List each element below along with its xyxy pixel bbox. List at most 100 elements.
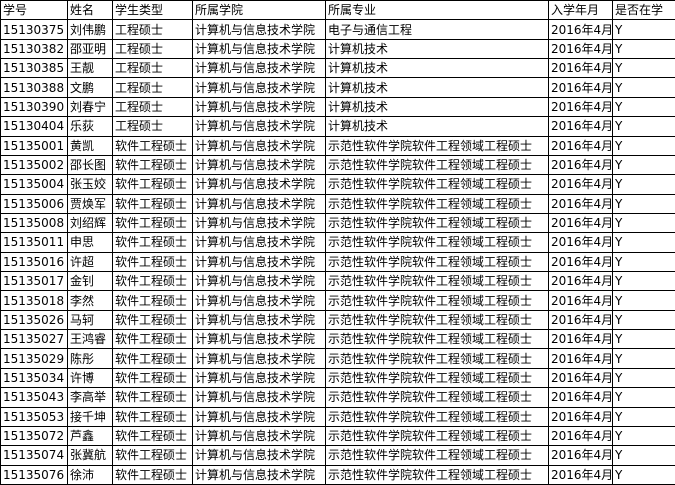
cell: 2016年4月 <box>548 232 613 253</box>
cell: 示范性软件学院软件工程领域工程硕士 <box>325 193 549 214</box>
cell: 软件工程硕士 <box>112 251 193 273</box>
cell: Y <box>612 251 675 273</box>
cell: 15135043 <box>0 387 68 408</box>
cell: 芦鑫 <box>67 425 113 447</box>
data-row: 15135011 申思 软件工程硕士 计算机与信息技术学院 示范性软件学院软件工程领域工… <box>0 232 675 253</box>
header-cell: 是否在学 <box>612 0 675 21</box>
cell: Y <box>612 445 675 466</box>
cell: 15135076 <box>0 464 68 485</box>
cell: Y <box>612 212 675 234</box>
cell: 计算机与信息技术学院 <box>192 58 326 79</box>
data-row: 15130390 刘春宁 工程硕士 计算机与信息技术学院 计算机技术 2016年4月 Y <box>0 96 675 118</box>
cell: 计算机与信息技术学院 <box>192 116 326 137</box>
cell: 2016年4月 <box>548 348 613 369</box>
cell: Y <box>612 193 675 214</box>
cell: 软件工程硕士 <box>112 193 193 214</box>
data-row: 15130375 刘伟鹏 工程硕士 计算机与信息技术学院 电子与通信工程 2016年4月 Y <box>0 19 675 40</box>
cell: 计算机与信息技术学院 <box>192 425 326 447</box>
cell: 示范性软件学院软件工程领域工程硕士 <box>325 271 549 292</box>
cell: 刘春宁 <box>67 96 113 118</box>
cell: 示范性软件学院软件工程领域工程硕士 <box>325 425 549 447</box>
cell: 计算机与信息技术学院 <box>192 367 326 389</box>
data-row: 15130388 文鹏 工程硕士 计算机与信息技术学院 计算机技术 2016年4月 Y <box>0 77 675 98</box>
cell: 计算机与信息技术学院 <box>192 271 326 292</box>
cell: 2016年4月 <box>548 58 613 79</box>
cell: 软件工程硕士 <box>112 464 193 485</box>
data-row: 15135016 许超 软件工程硕士 计算机与信息技术学院 示范性软件学院软件工程领域工… <box>0 251 675 273</box>
data-row: 15135029 陈彤 软件工程硕士 计算机与信息技术学院 示范性软件学院软件工程领域工… <box>0 348 675 369</box>
data-row: 15135018 李然 软件工程硕士 计算机与信息技术学院 示范性软件学院软件工程领域工… <box>0 290 675 311</box>
cell: 2016年4月 <box>548 271 613 292</box>
data-row: 15135034 许博 软件工程硕士 计算机与信息技术学院 示范性软件学院软件工程领域工… <box>0 367 675 389</box>
cell: Y <box>612 232 675 253</box>
cell: 金钊 <box>67 271 113 292</box>
cell: 2016年4月 <box>548 290 613 311</box>
cell: 软件工程硕士 <box>112 232 193 253</box>
cell: 计算机与信息技术学院 <box>192 212 326 234</box>
cell: 2016年4月 <box>548 251 613 273</box>
cell: 2016年4月 <box>548 96 613 118</box>
cell: 15135016 <box>0 251 68 273</box>
cell: 软件工程硕士 <box>112 348 193 369</box>
data-row: 15135074 张冀航 软件工程硕士 计算机与信息技术学院 示范性软件学院软件工程领域… <box>0 445 675 466</box>
cell: 徐沛 <box>67 464 113 485</box>
cell: Y <box>612 174 675 195</box>
cell: Y <box>612 77 675 98</box>
cell: 15130388 <box>0 77 68 98</box>
cell: 2016年4月 <box>548 174 613 195</box>
cell: 示范性软件学院软件工程领域工程硕士 <box>325 348 549 369</box>
cell: 马轲 <box>67 309 113 331</box>
cell: 计算机与信息技术学院 <box>192 387 326 408</box>
cell: 15135072 <box>0 425 68 447</box>
cell: 15135074 <box>0 445 68 466</box>
cell: 许超 <box>67 251 113 273</box>
data-row: 15130382 邵亚明 工程硕士 计算机与信息技术学院 计算机技术 2016年4月 Y <box>0 38 675 60</box>
cell: 软件工程硕士 <box>112 445 193 466</box>
cell: 示范性软件学院软件工程领域工程硕士 <box>325 174 549 195</box>
cell: 工程硕士 <box>112 58 193 79</box>
cell: Y <box>612 387 675 408</box>
cell: 15130404 <box>0 116 68 137</box>
cell: 接千坤 <box>67 406 113 427</box>
cell: 15135001 <box>0 135 68 156</box>
cell: 2016年4月 <box>548 193 613 214</box>
cell: 计算机与信息技术学院 <box>192 251 326 273</box>
data-row: 15135004 张玉姣 软件工程硕士 计算机与信息技术学院 示范性软件学院软件工程领域… <box>0 174 675 195</box>
cell: 示范性软件学院软件工程领域工程硕士 <box>325 309 549 331</box>
cell: 2016年4月 <box>548 154 613 176</box>
cell: Y <box>612 329 675 350</box>
cell: 计算机与信息技术学院 <box>192 232 326 253</box>
cell: 软件工程硕士 <box>112 309 193 331</box>
header-cell: 学生类型 <box>112 0 193 21</box>
cell: 刘绍辉 <box>67 212 113 234</box>
cell: 2016年4月 <box>548 425 613 447</box>
data-row: 15135026 马轲 软件工程硕士 计算机与信息技术学院 示范性软件学院软件工程领域工… <box>0 309 675 331</box>
cell: 许博 <box>67 367 113 389</box>
cell: 示范性软件学院软件工程领域工程硕士 <box>325 367 549 389</box>
cell: 2016年4月 <box>548 329 613 350</box>
cell: Y <box>612 367 675 389</box>
cell: 计算机技术 <box>325 58 549 79</box>
cell: 15135026 <box>0 309 68 331</box>
cell: 15135004 <box>0 174 68 195</box>
cell: 2016年4月 <box>548 19 613 40</box>
cell: 示范性软件学院软件工程领域工程硕士 <box>325 232 549 253</box>
cell: 软件工程硕士 <box>112 387 193 408</box>
cell: 计算机与信息技术学院 <box>192 154 326 176</box>
cell: 15135006 <box>0 193 68 214</box>
cell: 文鹏 <box>67 77 113 98</box>
cell: 软件工程硕士 <box>112 271 193 292</box>
header-cell: 学号 <box>0 0 68 21</box>
cell: 2016年4月 <box>548 464 613 485</box>
cell: 2016年4月 <box>548 387 613 408</box>
data-row: 15135008 刘绍辉 软件工程硕士 计算机与信息技术学院 示范性软件学院软件工程领域… <box>0 212 675 234</box>
cell: 示范性软件学院软件工程领域工程硕士 <box>325 154 549 176</box>
cell: 电子与通信工程 <box>325 19 549 40</box>
cell: 15135029 <box>0 348 68 369</box>
cell: 计算机与信息技术学院 <box>192 38 326 60</box>
cell: 计算机与信息技术学院 <box>192 193 326 214</box>
cell: 张冀航 <box>67 445 113 466</box>
cell: 王靓 <box>67 58 113 79</box>
